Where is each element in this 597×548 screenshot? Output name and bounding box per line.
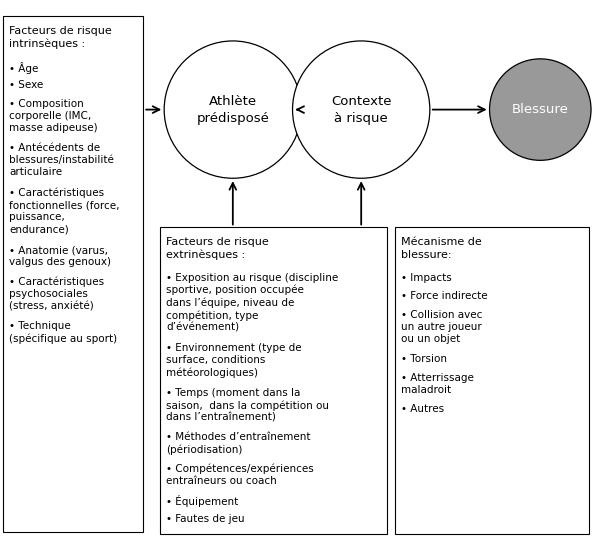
Text: • Collision avec
un autre joueur
ou un objet: • Collision avec un autre joueur ou un o… — [401, 310, 482, 344]
Text: • Autres: • Autres — [401, 404, 444, 414]
Text: • Composition
corporelle (IMC,
masse adipeuse): • Composition corporelle (IMC, masse adi… — [9, 99, 97, 133]
Text: Facteurs de risque
extrinèsques :: Facteurs de risque extrinèsques : — [166, 237, 269, 260]
Text: • Technique
(spécifique au sport): • Technique (spécifique au sport) — [9, 322, 117, 344]
Text: Blessure: Blessure — [512, 103, 569, 116]
Text: Facteurs de risque
intrinsèques :: Facteurs de risque intrinsèques : — [9, 26, 112, 49]
Text: Contexte
à risque: Contexte à risque — [331, 95, 392, 124]
Text: • Impacts: • Impacts — [401, 273, 452, 283]
Text: Mécanisme de
blessure:: Mécanisme de blessure: — [401, 237, 482, 260]
Text: • Équipement: • Équipement — [166, 495, 238, 507]
Text: • Compétences/expériences
entraîneurs ou coach: • Compétences/expériences entraîneurs ou… — [166, 464, 313, 487]
Text: • Caractéristiques
psychosociales
(stress, anxiété): • Caractéristiques psychosociales (stres… — [9, 277, 104, 311]
Text: • Caractéristiques
fonctionnelles (force,
puissance,
endurance): • Caractéristiques fonctionnelles (force… — [9, 188, 119, 235]
Text: • Sexe: • Sexe — [9, 80, 43, 90]
Text: • Exposition au risque (discipline
sportive, position occupée
dans l’équipe, niv: • Exposition au risque (discipline sport… — [166, 273, 338, 333]
Text: • Anatomie (varus,
valgus des genoux): • Anatomie (varus, valgus des genoux) — [9, 246, 111, 267]
Text: • Méthodes d’entraînement
(périodisation): • Méthodes d’entraînement (périodisation… — [166, 432, 310, 455]
Text: Athlète
prédisposé: Athlète prédisposé — [196, 95, 269, 124]
Bar — [3, 16, 143, 532]
Text: • Âge: • Âge — [9, 62, 38, 74]
Ellipse shape — [293, 41, 430, 178]
Text: • Temps (moment dans la
saison,  dans la compétition ou
dans l’entraînement): • Temps (moment dans la saison, dans la … — [166, 388, 329, 423]
Text: • Environnement (type de
surface, conditions
météorologiques): • Environnement (type de surface, condit… — [166, 344, 301, 378]
Text: • Force indirecte: • Force indirecte — [401, 291, 488, 301]
Text: • Atterrissage
maladroit: • Atterrissage maladroit — [401, 373, 474, 395]
Text: • Torsion: • Torsion — [401, 355, 447, 364]
Ellipse shape — [490, 59, 591, 161]
Bar — [160, 227, 387, 534]
Bar — [395, 227, 589, 534]
Ellipse shape — [164, 41, 301, 178]
Text: • Antécédents de
blessures/instabilité
articulaire: • Antécédents de blessures/instabilité a… — [9, 144, 114, 178]
Text: • Fautes de jeu: • Fautes de jeu — [166, 514, 245, 524]
